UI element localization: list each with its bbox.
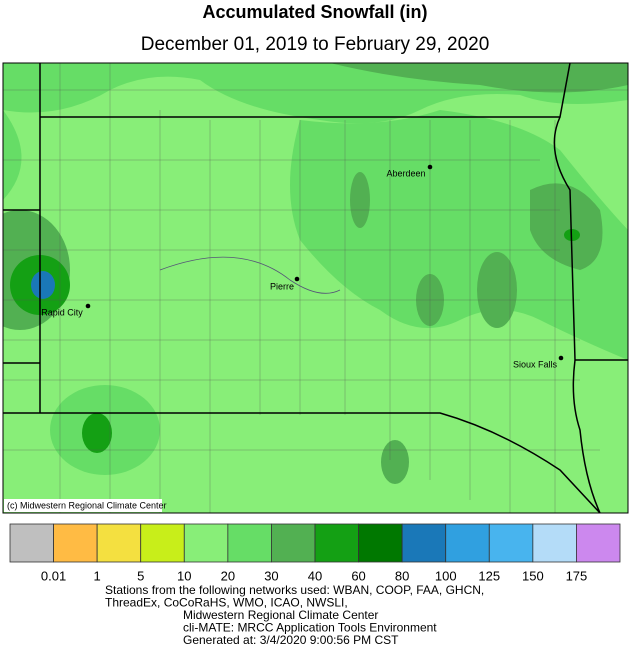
shade-region: [350, 172, 370, 228]
legend: 0.01 1 5 10 20 30 40 60 80 100 125 150 175: [9, 523, 621, 583]
river: [159, 256, 341, 294]
footer: Stations from the following networks use…: [105, 583, 484, 645]
county-lines: [3, 63, 628, 513]
legend-swatch: [488, 523, 534, 563]
shade-region: [82, 413, 112, 453]
city-dot: [427, 164, 433, 170]
state-boundaries: [3, 63, 628, 513]
map: Aberdeen Pierre Rapid City Sioux Falls (c) …: [2, 62, 629, 514]
legend-swatch: [401, 523, 447, 563]
subtitle: December 01, 2019 to February 29, 2020: [141, 34, 490, 55]
legend-label: 100: [435, 568, 457, 583]
legend-label: 125: [478, 568, 500, 583]
city-label: Rapid City: [41, 307, 83, 317]
credit-box: [4, 499, 162, 512]
title: Accumulated Snowfall (in): [202, 2, 427, 22]
legend-label: 5: [137, 568, 144, 583]
legend-swatch: [96, 523, 142, 563]
legend-swatch: [532, 523, 577, 563]
shade-region: [477, 252, 517, 328]
legend-swatch: [576, 523, 621, 563]
legend-swatch: [183, 523, 229, 563]
legend-label: 0.01: [41, 568, 66, 583]
map-frame: [2, 62, 629, 514]
city-label: Aberdeen: [386, 168, 425, 178]
legend-label: 80: [395, 568, 409, 583]
legend-swatch: [140, 523, 185, 563]
footer-line: Generated at: 3/4/2020 9:00:56 PM CST: [183, 633, 399, 645]
city-label: Pierre: [270, 281, 294, 291]
footer-line: ThreadEx, CoCoRaHS, WMO, ICAO, NWSLI,: [105, 596, 348, 610]
legend-label: 60: [351, 568, 365, 583]
legend-swatch: [445, 523, 490, 563]
legend-swatch: [9, 523, 54, 563]
legend-label: 175: [566, 568, 588, 583]
city-label: Sioux Falls: [513, 359, 558, 369]
shade-region: [31, 271, 55, 299]
legend-label: 20: [221, 568, 235, 583]
shade-region: [290, 110, 628, 360]
shade-region: [530, 183, 603, 270]
legend-swatch: [358, 523, 403, 563]
legend-label: 1: [94, 568, 101, 583]
shade-region: [3, 110, 22, 200]
legend-label: 30: [264, 568, 278, 583]
legend-swatch: [314, 523, 359, 563]
city-dot: [558, 355, 564, 361]
legend-label: 10: [177, 568, 191, 583]
footer-line: Midwestern Regional Climate Center: [183, 608, 378, 622]
footer-line: cli-MATE: MRCC Application Tools Environ…: [183, 621, 437, 635]
legend-swatch: [53, 523, 98, 563]
city-dot: [294, 276, 300, 282]
legend-swatch: [227, 523, 272, 563]
shade-region: [381, 440, 409, 484]
legend-label: 40: [308, 568, 322, 583]
shade-region: [330, 63, 628, 93]
city-dot: [85, 303, 91, 309]
legend-swatch: [271, 523, 316, 563]
legend-label: 150: [522, 568, 544, 583]
credit: (c) Midwestern Regional Climate Center: [7, 500, 167, 510]
footer-line: Stations from the following networks use…: [105, 583, 484, 597]
